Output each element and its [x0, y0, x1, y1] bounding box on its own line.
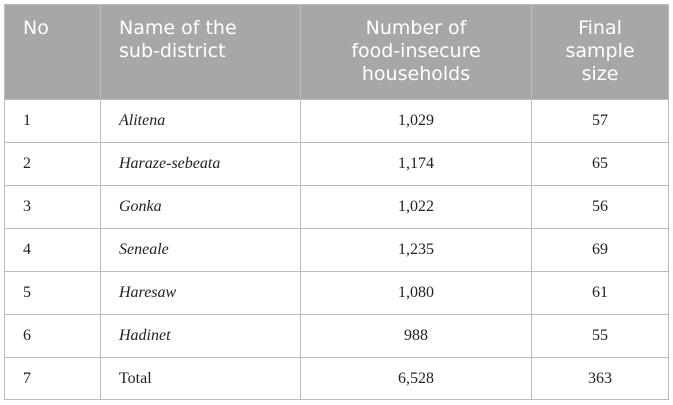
row-households: 1,174 — [300, 142, 532, 186]
row-no: 7 — [4, 357, 101, 400]
table-row: 4 Seneale 1,235 69 — [4, 228, 669, 272]
table-row: 5 Haresaw 1,080 61 — [4, 271, 669, 315]
row-sample-size: 65 — [531, 142, 669, 186]
header-sub-district: Name of the sub-district — [100, 4, 301, 100]
header-sample-size: Final sample size — [531, 4, 669, 100]
row-no: 6 — [4, 314, 101, 358]
row-sub-district: Alitena — [100, 99, 301, 143]
header-households-line-1: Number of — [365, 17, 467, 39]
row-sample-size: 363 — [531, 357, 669, 400]
row-no: 5 — [4, 271, 101, 315]
row-households: 988 — [300, 314, 532, 358]
row-no: 2 — [4, 142, 101, 186]
row-sample-size: 69 — [531, 228, 669, 272]
row-sub-district: Gonka — [100, 185, 301, 229]
header-households-line-3: households — [361, 63, 471, 85]
header-households: Number of food-insecure households — [300, 4, 532, 100]
table-body: 1 Alitena 1,029 57 2 Haraze-sebeata 1,17… — [4, 99, 669, 400]
row-sample-size: 56 — [531, 185, 669, 229]
row-households: 1,029 — [300, 99, 532, 143]
header-sub-district-line-2: sub-district — [119, 40, 226, 62]
table-row: 2 Haraze-sebeata 1,174 65 — [4, 142, 669, 186]
row-households: 6,528 — [300, 357, 532, 400]
row-sample-size: 57 — [531, 99, 669, 143]
header-row: No Name of the sub-district Number of fo… — [4, 4, 669, 100]
table-row: 1 Alitena 1,029 57 — [4, 99, 669, 143]
row-no: 3 — [4, 185, 101, 229]
row-households: 1,235 — [300, 228, 532, 272]
table-row: 6 Hadinet 988 55 — [4, 314, 669, 358]
sample-size-table: No Name of the sub-district Number of fo… — [4, 4, 669, 400]
table-row-total: 7 Total 6,528 363 — [4, 357, 669, 400]
table-header: No Name of the sub-district Number of fo… — [4, 4, 669, 100]
header-households-line-2: food-insecure — [351, 40, 481, 62]
row-households: 1,080 — [300, 271, 532, 315]
row-sub-district: Haraze-sebeata — [100, 142, 301, 186]
header-sub-district-line-1: Name of the — [119, 17, 237, 39]
row-no: 4 — [4, 228, 101, 272]
table-row: 3 Gonka 1,022 56 — [4, 185, 669, 229]
row-sub-district: Seneale — [100, 228, 301, 272]
row-sample-size: 61 — [531, 271, 669, 315]
header-no: No — [4, 4, 101, 100]
row-sub-district: Hadinet — [100, 314, 301, 358]
row-no: 1 — [4, 99, 101, 143]
row-households: 1,022 — [300, 185, 532, 229]
row-sub-district: Haresaw — [100, 271, 301, 315]
header-sample-size-line-3: size — [581, 63, 619, 85]
row-total-label: Total — [100, 357, 301, 400]
header-sample-size-line-1: Final — [578, 17, 622, 39]
header-sample-size-line-2: sample — [565, 40, 635, 62]
row-sample-size: 55 — [531, 314, 669, 358]
